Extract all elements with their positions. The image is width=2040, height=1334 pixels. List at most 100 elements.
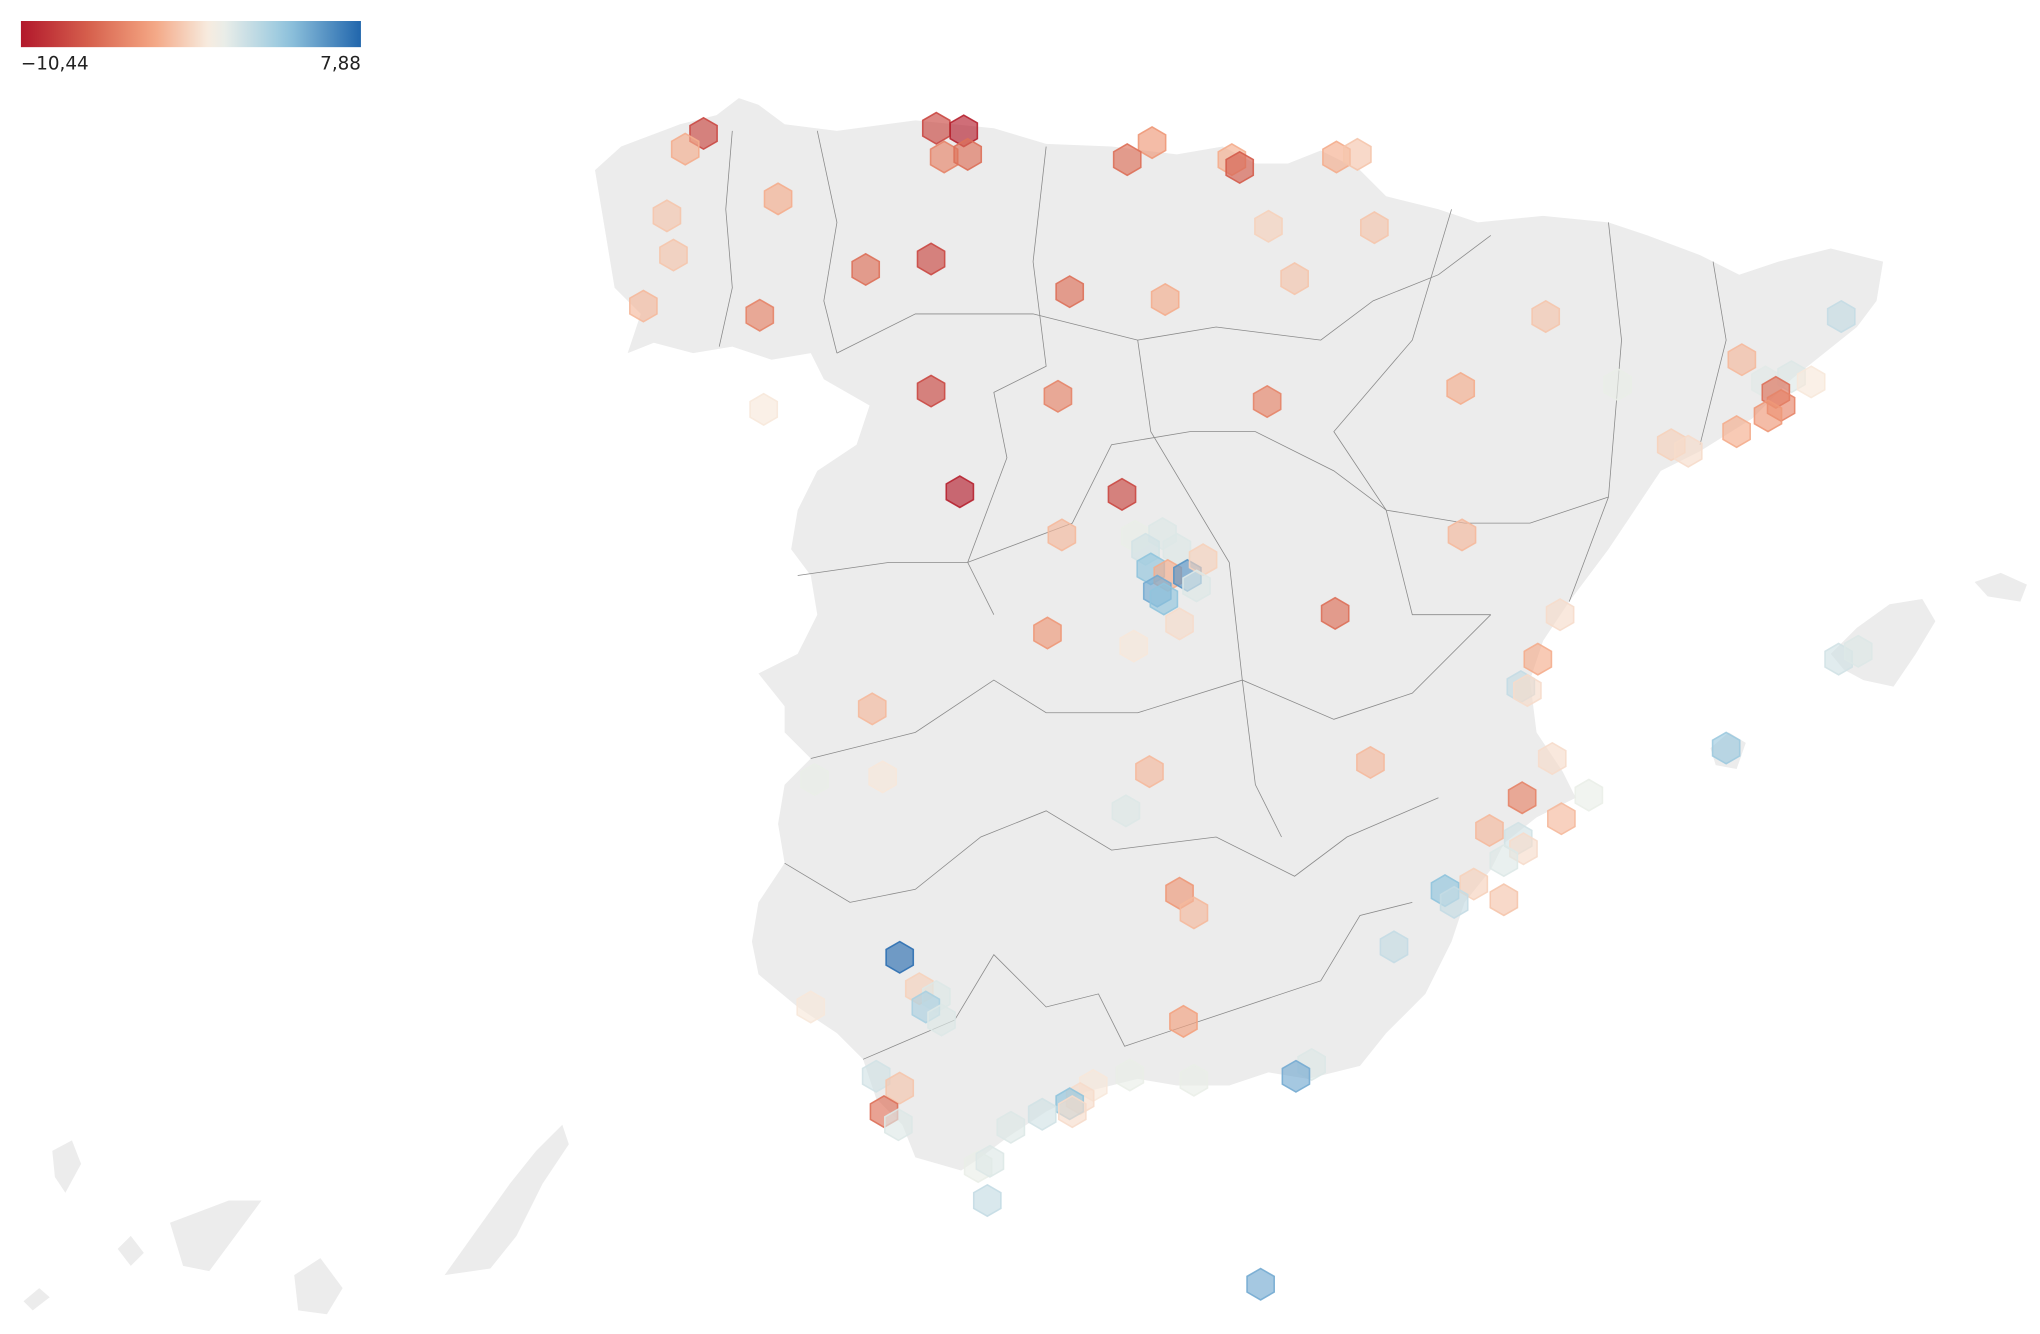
hexagon[interactable] <box>1446 371 1476 406</box>
border <box>810 614 1492 759</box>
hexagon[interactable] <box>916 374 946 408</box>
hexagon[interactable] <box>1673 434 1703 468</box>
hexagon[interactable] <box>916 242 946 276</box>
hexagon[interactable] <box>1547 802 1576 836</box>
canary-5 <box>444 1124 569 1276</box>
land <box>23 98 2027 1315</box>
border <box>1137 340 1282 838</box>
hexagon[interactable] <box>670 132 700 166</box>
hexagon[interactable] <box>1796 365 1826 399</box>
canary-2 <box>117 1235 144 1266</box>
hexagon[interactable] <box>1603 367 1632 402</box>
hexagon[interactable] <box>1574 778 1604 812</box>
hexagon[interactable] <box>851 252 881 287</box>
hexagon[interactable] <box>1111 794 1141 828</box>
hexagon[interactable] <box>1165 607 1194 641</box>
border <box>1333 209 1491 616</box>
hexagon[interactable] <box>1447 518 1477 552</box>
hexagon[interactable] <box>1047 518 1077 552</box>
hexagon[interactable] <box>868 760 898 794</box>
hexagon[interactable] <box>800 762 830 797</box>
hexagon[interactable] <box>1826 299 1856 334</box>
hexagon[interactable] <box>1523 642 1553 676</box>
hexagon[interactable] <box>1027 1097 1057 1131</box>
hexagons <box>629 111 1873 1301</box>
hexagon[interactable] <box>885 940 915 974</box>
hexagon[interactable] <box>996 1110 1026 1144</box>
hexagon[interactable] <box>1379 930 1409 964</box>
hexagon[interactable] <box>1843 634 1873 668</box>
hexagon[interactable] <box>1115 1058 1145 1092</box>
hexagon[interactable] <box>1711 731 1741 765</box>
hexagon[interactable] <box>1753 399 1783 433</box>
hexagon[interactable] <box>1320 596 1350 630</box>
hexagon[interactable] <box>1513 673 1542 708</box>
hexagon[interactable] <box>953 137 983 171</box>
hexagon[interactable] <box>975 1144 1005 1178</box>
hexagon[interactable] <box>1033 616 1062 650</box>
hexagon[interactable] <box>1112 143 1142 177</box>
hexagon[interactable] <box>1043 379 1073 413</box>
hexagon[interactable] <box>861 1059 891 1093</box>
border <box>1568 222 1622 602</box>
hexagon[interactable] <box>1281 1059 1311 1093</box>
hexagon[interactable] <box>1149 582 1179 616</box>
hexagon[interactable] <box>1280 262 1309 296</box>
hexagon[interactable] <box>1254 209 1283 243</box>
hexagon[interactable] <box>1475 813 1504 848</box>
hexagon[interactable] <box>1252 384 1282 419</box>
hexagon[interactable] <box>745 298 775 332</box>
hexagon[interactable] <box>1722 415 1751 449</box>
hexagon[interactable] <box>921 111 951 145</box>
hexagon[interactable] <box>1188 543 1218 577</box>
canary-6 <box>23 1288 50 1311</box>
legend: −10,44 7,88 <box>20 21 361 74</box>
hexagon[interactable] <box>884 1108 913 1142</box>
hexagon[interactable] <box>1246 1267 1275 1301</box>
canary-1 <box>52 1140 82 1193</box>
hexagon[interactable] <box>1507 781 1537 815</box>
hexagon[interactable] <box>659 238 688 272</box>
hexagon[interactable] <box>927 1003 956 1037</box>
hexagon[interactable] <box>885 1071 915 1105</box>
hexagon[interactable] <box>1135 755 1164 789</box>
hexagon[interactable] <box>749 392 779 426</box>
hexagon[interactable] <box>1179 1063 1209 1097</box>
hexagon[interactable] <box>1225 150 1255 185</box>
hexagon[interactable] <box>1356 745 1385 780</box>
hexagon[interactable] <box>1439 885 1469 919</box>
hexagon[interactable] <box>1343 137 1372 171</box>
hexagon[interactable] <box>1137 126 1167 160</box>
hexagon[interactable] <box>1182 569 1211 603</box>
border <box>862 902 1413 1060</box>
hexagon[interactable] <box>1179 896 1209 930</box>
border <box>718 130 733 347</box>
hexagon[interactable] <box>1545 598 1575 632</box>
hexagon[interactable] <box>972 1183 1002 1218</box>
hexagon[interactable] <box>1150 282 1180 317</box>
hexagon[interactable] <box>1107 477 1137 511</box>
hexagon[interactable] <box>652 199 682 233</box>
hexagon[interactable] <box>1055 275 1085 309</box>
hexagon[interactable] <box>857 692 887 726</box>
hexagon[interactable] <box>945 475 975 509</box>
hexagon[interactable] <box>1531 299 1561 334</box>
hexagon[interactable] <box>1489 843 1519 878</box>
legend-min-label: −10,44 <box>21 53 89 74</box>
hexagon[interactable] <box>1537 741 1567 776</box>
hexagon[interactable] <box>1119 629 1149 663</box>
hexagon[interactable] <box>1489 883 1519 917</box>
hexagon[interactable] <box>1360 211 1389 245</box>
hexagon[interactable] <box>1057 1095 1087 1129</box>
border <box>816 130 838 354</box>
hexagon[interactable] <box>1459 867 1489 901</box>
hexagon[interactable] <box>1169 1004 1198 1038</box>
mainland <box>595 98 1884 1171</box>
hexagon[interactable] <box>763 182 793 216</box>
hexagon[interactable] <box>1727 343 1757 377</box>
legend-max-label: 7,88 <box>320 53 361 74</box>
province-borders <box>718 130 1727 1060</box>
hexagon[interactable] <box>796 990 826 1024</box>
hexagon[interactable] <box>629 289 658 323</box>
